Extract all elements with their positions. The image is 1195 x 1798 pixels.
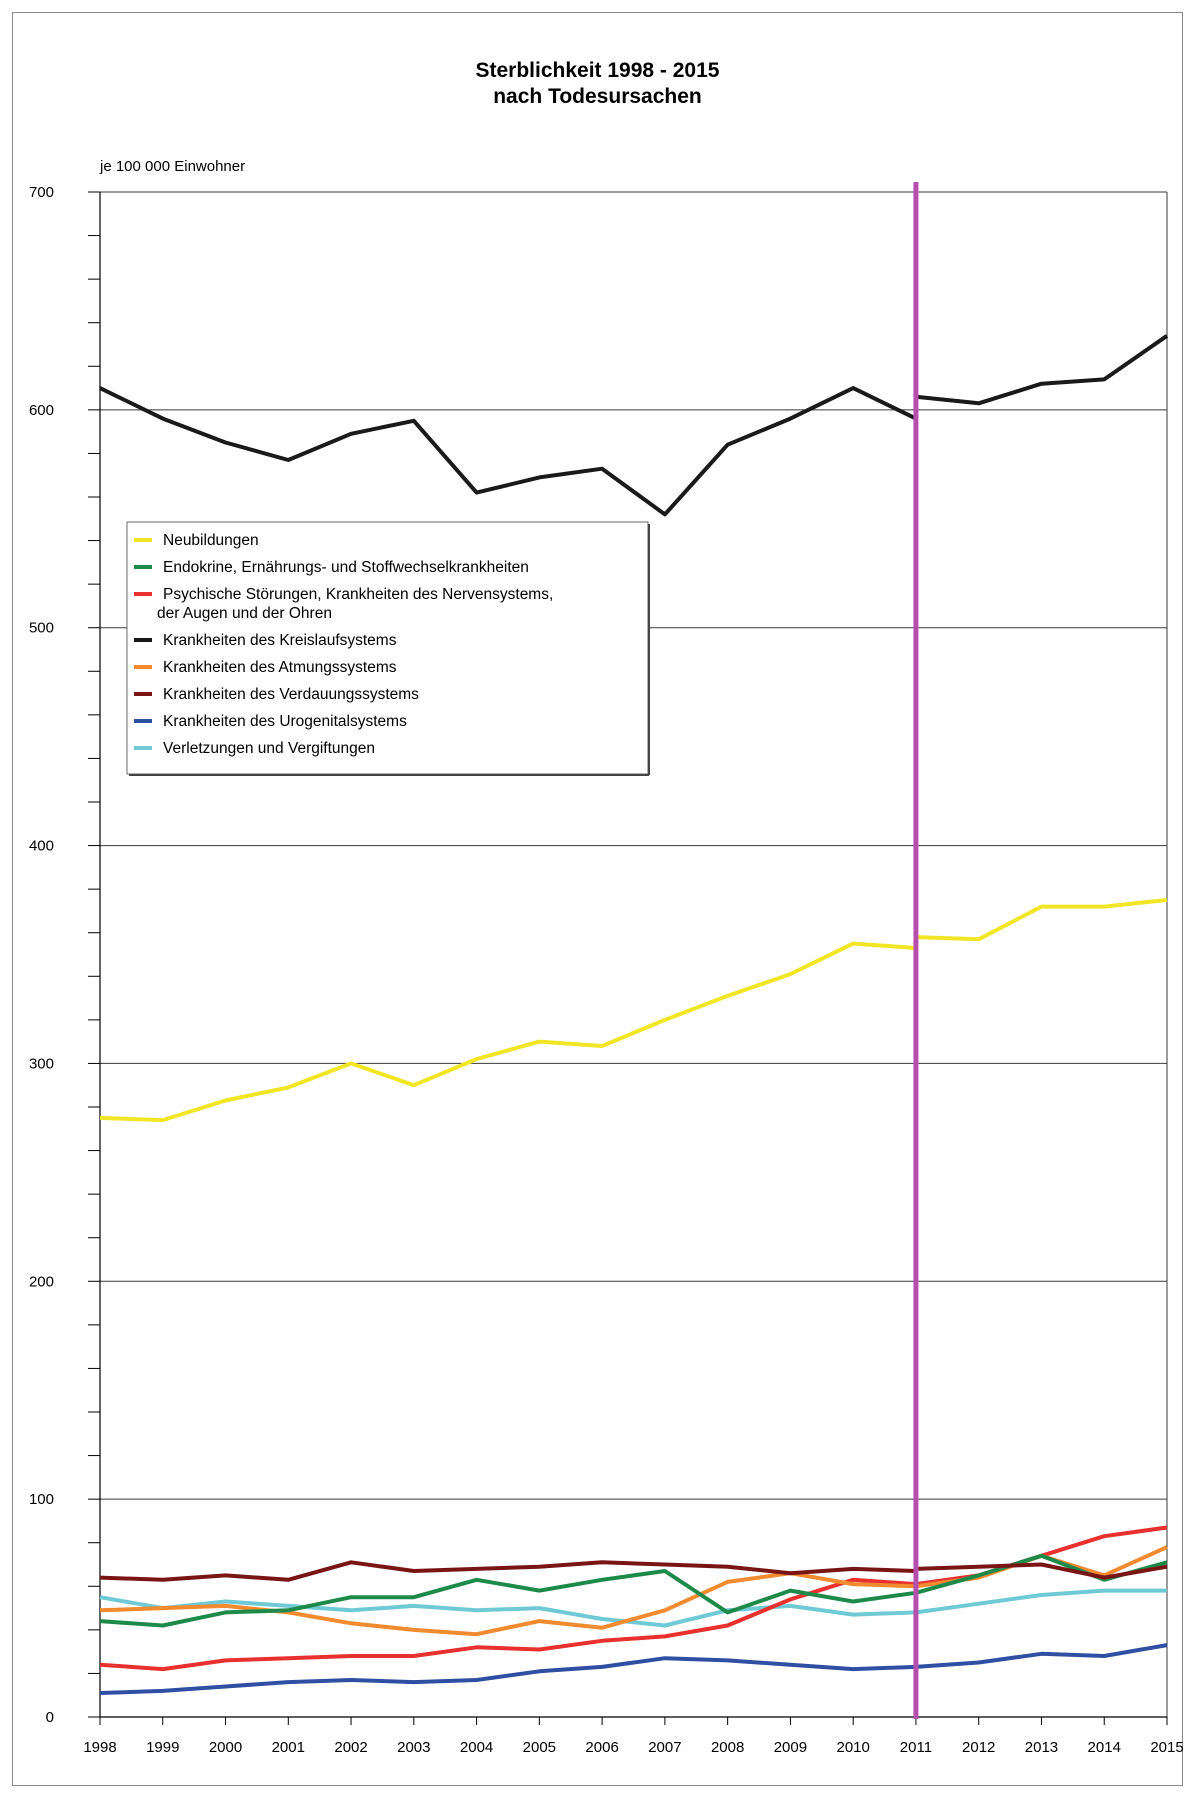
series-line-5-segment-1 [99,1560,916,1582]
chart-title: Sterblichkeit 1998 - 2015 [475,59,720,82]
chart-subtitle: nach Todesursachen [493,85,702,108]
series-line-0-segment-2 [915,898,1168,942]
legend-label-0: Neubildungen [163,532,259,549]
legend-label-6: Krankheiten des Urogenitalsystems [163,713,407,730]
y-tick-label: 200 [29,1273,54,1290]
x-tick-label: 1998 [83,1739,116,1756]
series-line-0-segment-1 [99,941,917,1123]
x-tick-label: 2009 [774,1739,807,1756]
y-tick-label: 400 [29,838,54,855]
y-tick-label: 100 [29,1491,54,1508]
x-tick-label: 2011 [900,1739,932,1756]
x-tick-label: 2001 [272,1739,305,1756]
x-tick-label: 2010 [836,1739,869,1756]
x-tick-label: 2015 [1150,1739,1183,1756]
x-tick-label: 2012 [962,1739,995,1756]
x-tick-label: 2008 [711,1739,744,1756]
x-tick-label: 2003 [397,1739,430,1756]
series-line-2-segment-1 [99,1577,917,1672]
y-tick-label: 500 [29,620,54,637]
chart-title-block: Sterblichkeit 1998 - 2015 nach Todesursa… [0,58,1195,110]
legend-label-2: der Augen und der Ohren [157,605,332,622]
legend-label-2: Psychische Störungen, Krankheiten des Ne… [163,586,553,603]
x-tick-label: 2007 [648,1739,681,1756]
x-tick-label: 2014 [1088,1739,1121,1756]
legend-label-7: Verletzungen und Vergiftungen [163,740,375,757]
series-line-6-segment-2 [915,1643,1168,1669]
x-tick-label: 2004 [460,1739,493,1756]
series-line-1-segment-1 [99,1569,917,1628]
legend-box [126,521,649,775]
series-line-3-segment-1 [99,386,917,517]
x-tick-label: 2000 [209,1739,242,1756]
y-tick-label: 300 [29,1055,54,1072]
legend-label-5: Krankheiten des Verdauungssystems [163,686,419,703]
x-tick-label: 2005 [523,1739,556,1756]
y-tick-label: 0 [46,1709,54,1726]
series-line-3-segment-2 [915,334,1169,406]
legend-label-1: Endokrine, Ernährungs- und Stoffwechselk… [163,559,529,576]
y-tick-label: 600 [29,402,54,419]
x-tick-label: 1999 [146,1739,179,1756]
series-line-4-segment-1 [99,1571,916,1637]
series-line-7-segment-1 [99,1595,916,1628]
series-line-5-segment-2 [915,1562,1168,1580]
x-tick-label: 2013 [1025,1739,1058,1756]
series-line-6-segment-1 [99,1656,916,1695]
chart-frame [12,12,1183,1786]
legend-label-4: Krankheiten des Atmungssystems [163,659,397,676]
y-axis-unit-label: je 100 000 Einwohner [100,158,246,175]
x-tick-label: 2006 [585,1739,618,1756]
series-line-7-segment-2 [915,1588,1167,1615]
x-tick-label: 2002 [334,1739,367,1756]
y-tick-label: 700 [29,184,54,201]
legend-label-3: Krankheiten des Kreislaufsystems [163,632,397,649]
